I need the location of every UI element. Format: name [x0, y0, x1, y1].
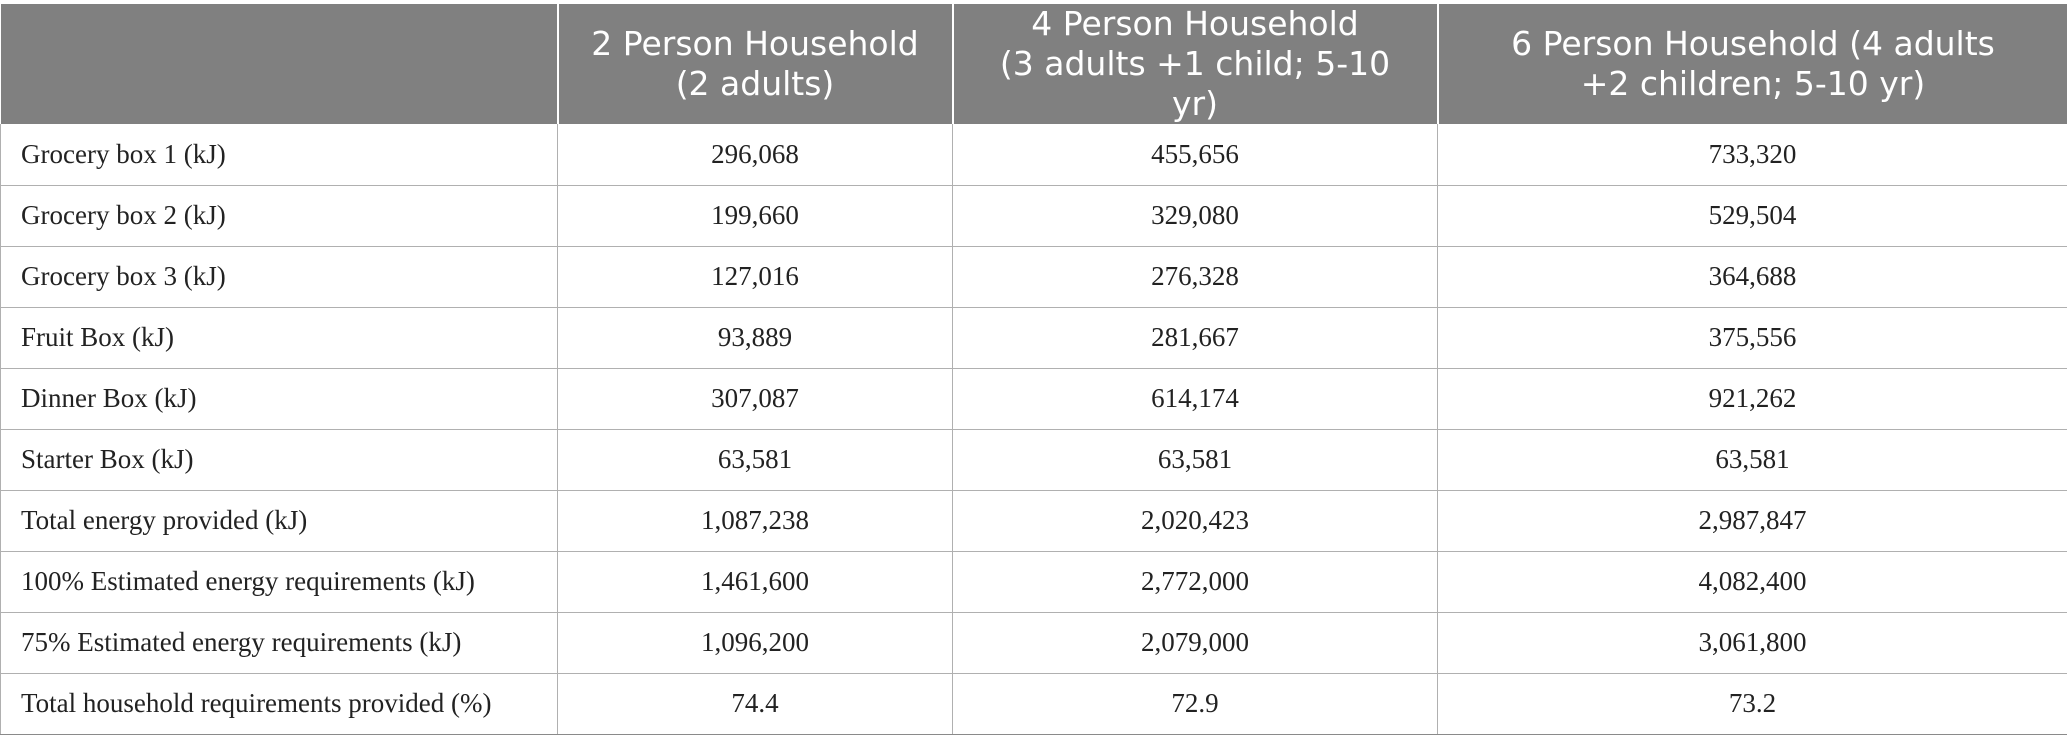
- value-2-person: 296,068: [557, 124, 953, 186]
- table-row: Grocery box 2 (kJ) 199,660 329,080 529,504: [0, 185, 2067, 247]
- value-2-person: 127,016: [557, 246, 953, 308]
- table-body: Grocery box 1 (kJ) 296,068 455,656 733,320 G…: [0, 124, 2067, 735]
- value-4-person: 329,080: [952, 185, 1438, 247]
- header-empty: [0, 4, 559, 124]
- table-row: Grocery box 3 (kJ) 127,016 276,328 364,688: [0, 246, 2067, 308]
- table-header-row: 2 Person Household (2 adults) 4 Person H…: [0, 4, 2067, 124]
- value-2-person: 63,581: [557, 429, 953, 491]
- value-4-person: 281,667: [952, 307, 1438, 369]
- value-6-person: 364,688: [1437, 246, 2067, 308]
- value-6-person: 921,262: [1437, 368, 2067, 430]
- value-4-person: 2,772,000: [952, 551, 1438, 613]
- value-6-person: 4,082,400: [1437, 551, 2067, 613]
- header-line: 6 Person Household (4 adults: [1511, 24, 1995, 63]
- value-2-person: 1,087,238: [557, 490, 953, 552]
- row-label: Dinner Box (kJ): [0, 368, 558, 430]
- table-row: 75% Estimated energy requirements (kJ) 1,…: [0, 612, 2067, 674]
- energy-table: 2 Person Household (2 adults) 4 Person H…: [0, 4, 2067, 735]
- row-label: Grocery box 2 (kJ): [0, 185, 558, 247]
- value-2-person: 93,889: [557, 307, 953, 369]
- value-4-person: 2,020,423: [952, 490, 1438, 552]
- value-6-person: 375,556: [1437, 307, 2067, 369]
- value-2-person: 1,096,200: [557, 612, 953, 674]
- value-2-person: 307,087: [557, 368, 953, 430]
- table-row: Grocery box 1 (kJ) 296,068 455,656 733,320: [0, 124, 2067, 186]
- header-line: 4 Person Household: [1031, 4, 1359, 43]
- header-6-person: 6 Person Household (4 adults +2 children…: [1437, 4, 2067, 124]
- value-4-person: 2,079,000: [952, 612, 1438, 674]
- value-2-person: 199,660: [557, 185, 953, 247]
- header-line: (2 adults): [675, 64, 835, 103]
- table-row: Starter Box (kJ) 63,581 63,581 63,581: [0, 429, 2067, 491]
- row-label: Grocery box 3 (kJ): [0, 246, 558, 308]
- value-4-person: 63,581: [952, 429, 1438, 491]
- row-label: Fruit Box (kJ): [0, 307, 558, 369]
- value-6-person: 733,320: [1437, 124, 2067, 186]
- value-6-person: 3,061,800: [1437, 612, 2067, 674]
- header-4-person: 4 Person Household (3 adults +1 child; 5…: [952, 4, 1439, 124]
- row-label: Grocery box 1 (kJ): [0, 124, 558, 186]
- value-4-person: 614,174: [952, 368, 1438, 430]
- row-label: Starter Box (kJ): [0, 429, 558, 491]
- row-label: 100% Estimated energy requirements (kJ): [0, 551, 558, 613]
- value-4-person: 276,328: [952, 246, 1438, 308]
- table-row: Dinner Box (kJ) 307,087 614,174 921,262: [0, 368, 2067, 430]
- value-6-person: 63,581: [1437, 429, 2067, 491]
- value-4-person: 72.9: [952, 673, 1438, 735]
- header-line: +2 children; 5-10 yr): [1580, 64, 1926, 103]
- table-row: Fruit Box (kJ) 93,889 281,667 375,556: [0, 307, 2067, 369]
- value-6-person: 2,987,847: [1437, 490, 2067, 552]
- table-row: Total energy provided (kJ) 1,087,238 2,020…: [0, 490, 2067, 552]
- header-line: 2 Person Household: [591, 24, 919, 63]
- value-2-person: 74.4: [557, 673, 953, 735]
- energy-table-container: 2 Person Household (2 adults) 4 Person H…: [0, 4, 2067, 735]
- row-label: 75% Estimated energy requirements (kJ): [0, 612, 558, 674]
- value-2-person: 1,461,600: [557, 551, 953, 613]
- row-label: Total energy provided (kJ): [0, 490, 558, 552]
- header-2-person: 2 Person Household (2 adults): [557, 4, 954, 124]
- value-4-person: 455,656: [952, 124, 1438, 186]
- value-6-person: 73.2: [1437, 673, 2067, 735]
- table-row: Total household requirements provided (%…: [0, 673, 2067, 735]
- header-line: (3 adults +1 child; 5-10 yr): [999, 44, 1391, 123]
- table-row: 100% Estimated energy requirements (kJ) 1…: [0, 551, 2067, 613]
- row-label: Total household requirements provided (%…: [0, 673, 558, 735]
- value-6-person: 529,504: [1437, 185, 2067, 247]
